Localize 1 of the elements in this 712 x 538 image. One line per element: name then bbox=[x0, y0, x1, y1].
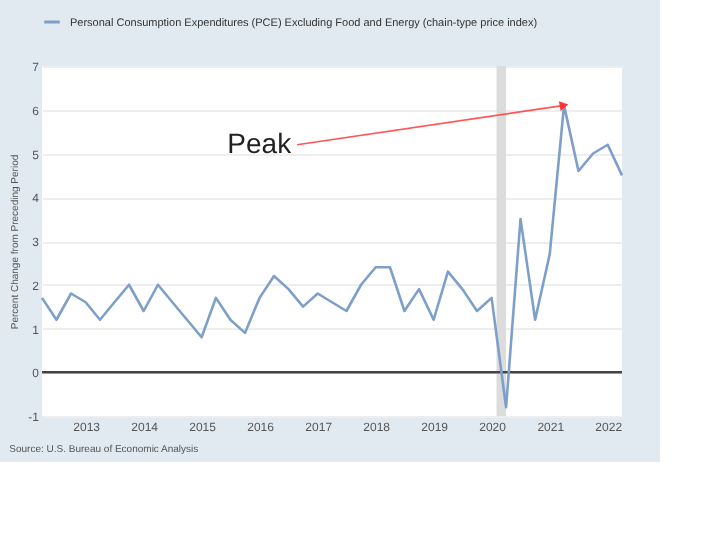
annotation: Peak bbox=[227, 126, 294, 159]
